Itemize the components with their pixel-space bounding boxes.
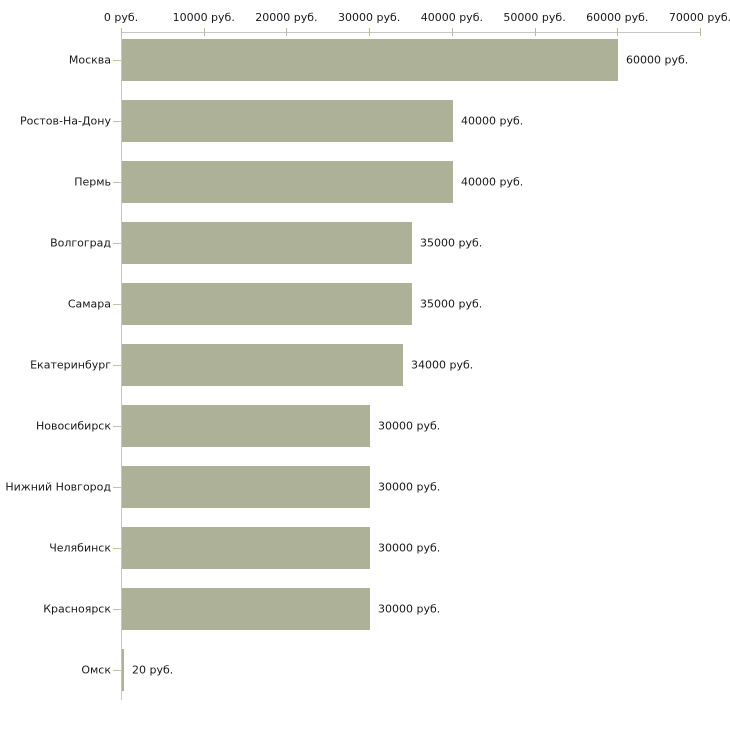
x-axis-tick-label: 70000 руб. xyxy=(668,11,730,24)
bar xyxy=(122,100,453,142)
value-label: 30000 руб. xyxy=(378,419,441,433)
value-label: 35000 руб. xyxy=(420,297,483,311)
value-label: 30000 руб. xyxy=(378,602,441,616)
bar xyxy=(122,344,403,386)
x-axis-tick-mark xyxy=(286,28,288,36)
y-axis-line xyxy=(121,32,122,700)
category-label: Москва xyxy=(68,53,111,67)
y-axis-tick-mark xyxy=(113,60,121,61)
category-label: Самара xyxy=(67,297,111,311)
x-axis-tick-label: 20000 руб. xyxy=(255,11,318,24)
category-label: Екатеринбург xyxy=(30,358,111,372)
y-axis-tick-mark xyxy=(113,426,121,427)
category-label: Челябинск xyxy=(49,541,111,555)
bar xyxy=(122,466,370,508)
bar xyxy=(122,39,618,81)
x-axis-tick-mark xyxy=(451,28,453,36)
x-axis-line xyxy=(121,32,700,33)
category-label: Красноярск xyxy=(43,602,111,616)
x-axis-tick-label: 40000 руб. xyxy=(420,11,483,24)
category-label: Волгоград xyxy=(50,236,111,250)
bar xyxy=(122,405,370,447)
bar xyxy=(122,527,370,569)
y-axis-tick-mark xyxy=(113,243,121,244)
y-axis-tick-mark xyxy=(113,121,121,122)
category-label: Новосибирск xyxy=(35,419,111,433)
value-label: 30000 руб. xyxy=(378,541,441,555)
category-label: Нижний Новгород xyxy=(5,480,111,494)
bar xyxy=(122,649,124,691)
x-axis-tick-label: 0 руб. xyxy=(103,11,139,24)
x-axis-tick-mark xyxy=(534,28,536,36)
value-label: 30000 руб. xyxy=(378,480,441,494)
y-axis-tick-mark xyxy=(113,304,121,305)
x-axis-tick-label: 60000 руб. xyxy=(586,11,649,24)
y-axis-tick-mark xyxy=(113,609,121,610)
y-axis-tick-mark xyxy=(113,487,121,488)
x-axis-tick-label: 30000 руб. xyxy=(338,11,401,24)
x-axis-tick-mark xyxy=(617,28,619,36)
category-label: Омск xyxy=(81,663,111,677)
value-label: 34000 руб. xyxy=(411,358,474,372)
x-axis-tick-mark xyxy=(700,28,701,36)
bar xyxy=(122,161,453,203)
x-axis-tick-label: 50000 руб. xyxy=(503,11,566,24)
value-label: 35000 руб. xyxy=(420,236,483,250)
value-label: 40000 руб. xyxy=(461,114,524,128)
bar xyxy=(122,283,412,325)
x-axis-tick-mark xyxy=(121,28,122,36)
bar xyxy=(122,588,370,630)
x-axis-tick-mark xyxy=(203,28,205,36)
value-label: 40000 руб. xyxy=(461,175,524,189)
x-axis-tick-label: 10000 руб. xyxy=(172,11,235,24)
category-label: Ростов-На-Дону xyxy=(19,114,111,128)
y-axis-tick-mark xyxy=(113,182,121,183)
value-label: 60000 руб. xyxy=(626,53,689,67)
y-axis-tick-mark xyxy=(113,670,121,671)
category-label: Пермь xyxy=(74,175,111,189)
x-axis-tick-mark xyxy=(369,28,371,36)
y-axis-tick-mark xyxy=(113,548,121,549)
value-label: 20 руб. xyxy=(132,663,174,677)
bar xyxy=(122,222,412,264)
y-axis-tick-mark xyxy=(113,365,121,366)
